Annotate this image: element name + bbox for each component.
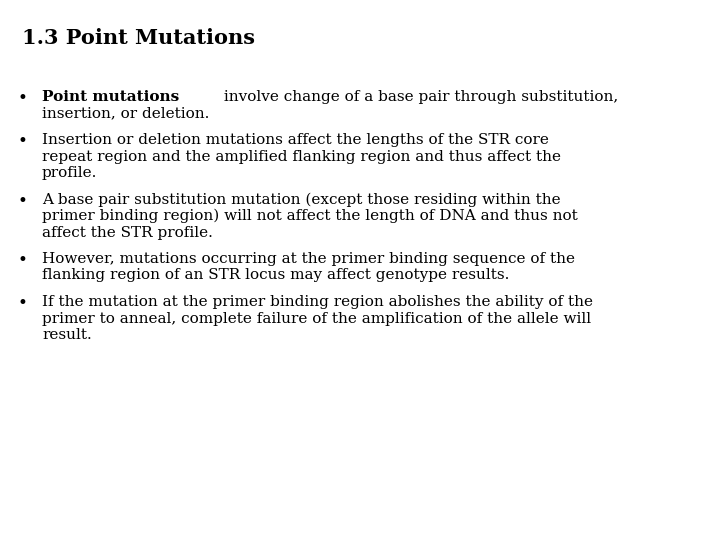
Text: result.: result. <box>42 328 91 342</box>
Text: Insertion or deletion mutations affect the lengths of the STR core: Insertion or deletion mutations affect t… <box>42 133 549 147</box>
Text: flanking region of an STR locus may affect genotype results.: flanking region of an STR locus may affe… <box>42 268 509 282</box>
Text: insertion, or deletion.: insertion, or deletion. <box>42 106 210 120</box>
Text: If the mutation at the primer binding region abolishes the ability of the: If the mutation at the primer binding re… <box>42 295 593 309</box>
Text: •: • <box>18 90 28 107</box>
Text: involve change of a base pair through substitution,: involve change of a base pair through su… <box>219 90 618 104</box>
Text: However, mutations occurring at the primer binding sequence of the: However, mutations occurring at the prim… <box>42 252 575 266</box>
Text: Point mutations: Point mutations <box>42 90 179 104</box>
Text: primer binding region) will not affect the length of DNA and thus not: primer binding region) will not affect t… <box>42 209 577 224</box>
Text: affect the STR profile.: affect the STR profile. <box>42 226 213 240</box>
Text: 1.3 Point Mutations: 1.3 Point Mutations <box>22 28 255 48</box>
Text: A base pair substitution mutation (except those residing within the: A base pair substitution mutation (excep… <box>42 192 561 207</box>
Text: •: • <box>18 192 28 210</box>
Text: repeat region and the amplified flanking region and thus affect the: repeat region and the amplified flanking… <box>42 150 561 164</box>
Text: profile.: profile. <box>42 166 97 180</box>
Text: •: • <box>18 295 28 312</box>
Text: primer to anneal, complete failure of the amplification of the allele will: primer to anneal, complete failure of th… <box>42 312 591 326</box>
Text: •: • <box>18 133 28 150</box>
Text: •: • <box>18 252 28 269</box>
